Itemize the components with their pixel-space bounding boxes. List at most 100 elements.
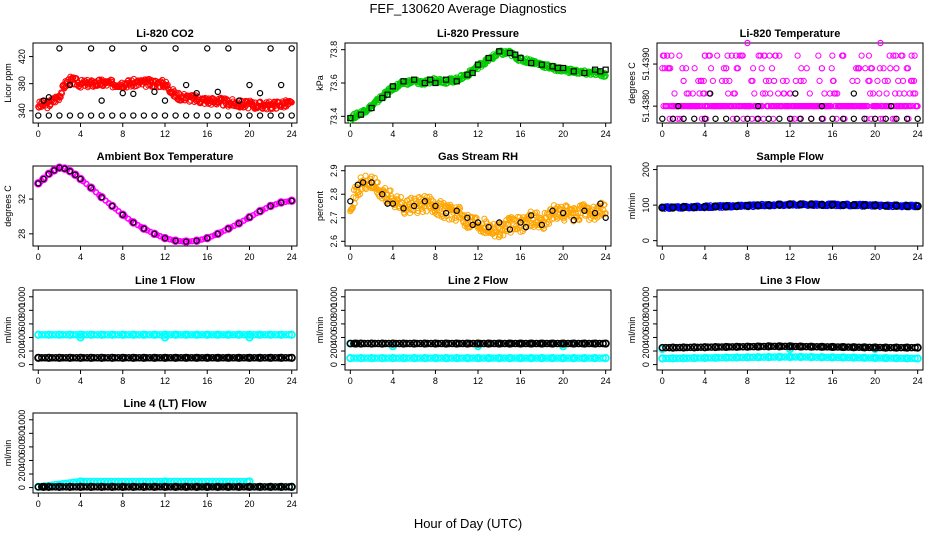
data-point: [749, 342, 758, 351]
data-point: [763, 342, 772, 351]
x-tick-label: 12: [785, 129, 795, 139]
data-point: [683, 343, 691, 352]
data-point: [149, 483, 158, 491]
data-point: [161, 234, 169, 242]
data-point: [236, 330, 245, 339]
data-point: [697, 343, 705, 352]
x-tick-label: 12: [473, 129, 483, 139]
data-point: [51, 354, 60, 362]
data-point: [700, 354, 709, 362]
data-point: [69, 330, 77, 339]
data-point: [528, 222, 536, 229]
data-point: [38, 330, 46, 339]
data-point: [219, 354, 227, 362]
x-tick-label: 20: [870, 376, 880, 386]
data-point: [592, 339, 600, 348]
data-point: [871, 201, 880, 210]
data-point: [669, 115, 677, 122]
data-point: [564, 354, 572, 362]
data-point: [448, 216, 456, 223]
x-tick-label: 24: [287, 252, 297, 262]
data-point: [149, 330, 158, 339]
data-point: [795, 353, 804, 361]
y-axis-label: ml/min: [627, 317, 637, 344]
data-point: [775, 90, 782, 97]
data-point: [543, 339, 551, 348]
data-point: [497, 354, 506, 362]
data-point: [392, 339, 400, 348]
data-point: [758, 65, 765, 72]
data-point: [132, 354, 140, 362]
data-point: [58, 354, 67, 362]
x-tick-label: 8: [120, 129, 125, 139]
data-point: [264, 483, 273, 491]
data-point: [100, 354, 109, 362]
data-point: [911, 343, 919, 352]
data-point: [146, 354, 154, 362]
data-point: [135, 354, 144, 362]
data-point: [423, 354, 432, 362]
data-point: [205, 354, 213, 362]
data-point: [121, 330, 130, 339]
data-point: [423, 339, 432, 348]
data-point: [693, 343, 702, 352]
data-point: [564, 339, 572, 348]
data-point: [48, 483, 56, 491]
data-point: [399, 339, 407, 348]
data-point: [597, 200, 604, 207]
data-point: [51, 330, 60, 339]
data-point: [87, 45, 95, 52]
data-point: [487, 354, 495, 362]
data-point: [257, 483, 266, 491]
data-point: [830, 343, 839, 351]
x-tick-label: 0: [36, 376, 41, 386]
data-point: [474, 61, 482, 68]
data-point: [788, 342, 796, 351]
data-point: [204, 112, 211, 119]
data-point: [187, 330, 196, 339]
x-tick-label: 4: [390, 129, 395, 139]
data-point: [256, 208, 264, 215]
data-point: [686, 343, 695, 352]
y-axis-label: degrees C: [3, 185, 13, 227]
data-point: [159, 330, 168, 339]
data-point: [69, 354, 77, 362]
data-point: [233, 330, 241, 339]
y-axis-label: kPa: [315, 75, 325, 91]
data-point: [86, 330, 95, 339]
data-point: [66, 168, 74, 175]
data-point: [802, 353, 811, 361]
data-point: [194, 330, 203, 339]
data-point: [792, 90, 799, 97]
data-point: [469, 69, 476, 77]
x-tick-label: 24: [913, 129, 923, 139]
data-point: [413, 339, 421, 348]
data-point: [204, 45, 211, 52]
data-point: [806, 353, 814, 361]
y-tick-label: 73.4: [329, 108, 339, 126]
data-point: [718, 353, 726, 362]
data-point: [560, 339, 569, 348]
data-point: [420, 354, 428, 362]
data-point: [97, 483, 105, 491]
data-point: [378, 339, 386, 348]
data-point: [567, 339, 576, 348]
chart-panel: Ambient Box Temperature degrees C 0 4 8 12 16 2…: [3, 151, 298, 262]
data-point: [353, 354, 362, 362]
data-point: [35, 180, 42, 187]
data-point: [899, 52, 906, 59]
data-point: [756, 353, 765, 361]
data-point: [829, 52, 836, 59]
x-tick-label: 8: [120, 499, 125, 509]
data-point: [229, 483, 238, 491]
x-tick-label: 16: [202, 499, 212, 509]
data-point: [858, 343, 867, 352]
data-point: [837, 353, 846, 362]
data-point: [912, 90, 919, 97]
data-point: [41, 330, 49, 339]
data-point: [881, 201, 890, 210]
data-point: [353, 339, 362, 348]
data-point: [45, 112, 53, 119]
data-point: [184, 483, 192, 491]
data-point: [368, 179, 375, 186]
